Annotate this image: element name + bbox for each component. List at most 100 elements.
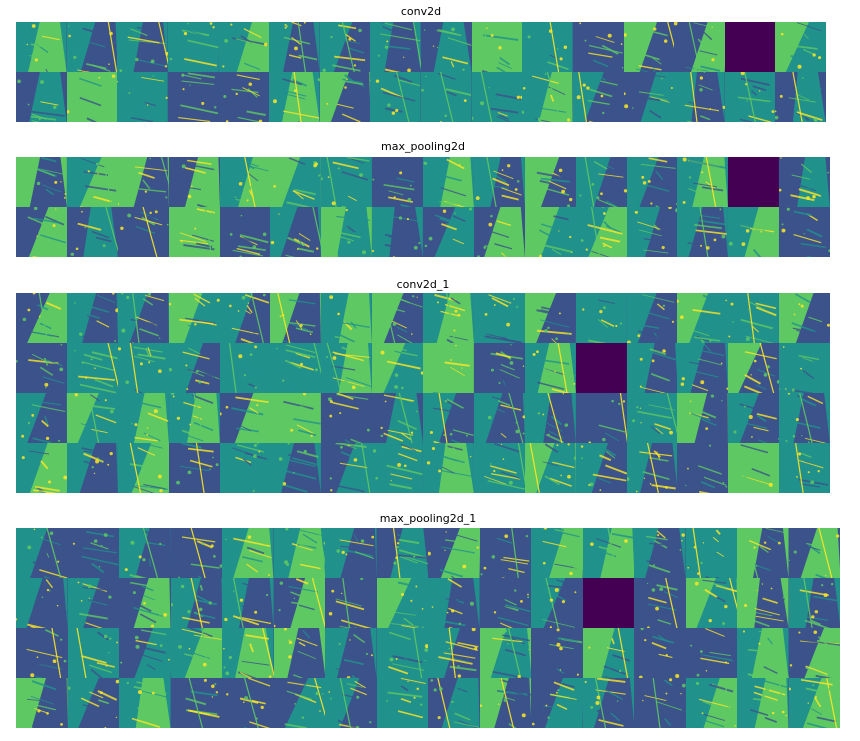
feature-map-cell xyxy=(273,678,325,728)
feature-map-cell xyxy=(219,157,271,207)
feature-map-cell xyxy=(421,22,472,72)
feature-map-cell xyxy=(376,628,428,678)
feature-map-cell xyxy=(222,528,274,578)
feature-map-cell xyxy=(779,157,830,207)
feature-map-cell xyxy=(626,207,678,257)
feature-map-cell xyxy=(273,628,325,678)
feature-map-cell xyxy=(582,678,634,728)
feature-map-cell xyxy=(575,393,627,443)
feature-map-cell xyxy=(319,72,371,122)
feature-map-cell xyxy=(370,72,421,122)
feature-map-cell xyxy=(531,528,583,578)
feature-map-cell xyxy=(473,207,525,257)
feature-map-cell xyxy=(788,678,840,728)
feature-map-cell xyxy=(582,628,634,678)
feature-map-cell xyxy=(117,343,169,393)
feature-map-cell xyxy=(321,157,373,207)
feature-map-cell xyxy=(167,22,219,72)
feature-map-cell xyxy=(575,157,627,207)
feature-map-cell xyxy=(677,157,729,207)
feature-map-cell xyxy=(572,22,624,72)
feature-map-cell xyxy=(572,72,624,122)
feature-map-cell xyxy=(67,678,119,728)
panel-title-max-pooling2d-1: max_pooling2d_1 xyxy=(379,512,477,525)
feature-map-cell xyxy=(376,528,428,578)
feature-map-cell xyxy=(531,578,583,628)
feature-map-cell xyxy=(119,578,171,628)
feature-map-cell xyxy=(423,443,474,493)
feature-map-cell xyxy=(16,157,67,207)
feature-map-grid-conv2d xyxy=(16,22,826,122)
feature-map-cell xyxy=(524,343,576,393)
feature-map-cell xyxy=(170,678,222,728)
feature-map-cell xyxy=(524,157,576,207)
feature-map-cell xyxy=(479,678,531,728)
feature-map-cell xyxy=(117,207,169,257)
feature-map-grid-conv2d-1 xyxy=(16,293,830,493)
feature-map-cell xyxy=(273,528,325,578)
feature-map-cell xyxy=(270,207,322,257)
feature-map-cell xyxy=(66,393,118,443)
feature-map-cell xyxy=(728,207,780,257)
feature-map-cell xyxy=(473,157,525,207)
feature-map-cell xyxy=(117,22,168,72)
feature-map-cell xyxy=(325,628,377,678)
feature-map-cell xyxy=(117,443,169,493)
feature-map-cell xyxy=(321,207,373,257)
feature-map-cell xyxy=(634,628,686,678)
feature-map-cell xyxy=(16,443,67,493)
feature-map-cell xyxy=(575,443,627,493)
feature-map-cell xyxy=(685,528,737,578)
feature-map-cell xyxy=(473,293,525,343)
feature-map-cell xyxy=(634,578,686,628)
feature-map-cell xyxy=(582,528,634,578)
feature-map-cell xyxy=(170,528,222,578)
feature-map-cell xyxy=(372,207,423,257)
feature-map-cell xyxy=(775,22,826,72)
feature-map-cell xyxy=(423,293,474,343)
feature-map-cell xyxy=(623,22,675,72)
feature-map-cell xyxy=(168,293,220,343)
feature-map-cell xyxy=(575,293,627,343)
feature-map-cell xyxy=(167,72,219,122)
feature-map-cell xyxy=(471,22,523,72)
feature-map-cell xyxy=(788,528,840,578)
feature-map-cell xyxy=(117,293,169,343)
feature-map-cell xyxy=(479,628,531,678)
feature-map-cell xyxy=(737,628,789,678)
feature-map-cell xyxy=(270,157,322,207)
feature-map-cell xyxy=(16,393,67,443)
feature-map-cell xyxy=(788,628,840,678)
feature-map-cell xyxy=(321,393,373,443)
feature-map-cell xyxy=(677,343,729,393)
feature-map-cell xyxy=(423,207,474,257)
feature-map-cell xyxy=(473,393,525,443)
feature-map-cell xyxy=(16,678,68,728)
feature-map-cell xyxy=(16,22,67,72)
feature-map-cell xyxy=(737,678,789,728)
feature-map-cell xyxy=(219,393,271,443)
feature-map-cell xyxy=(119,628,171,678)
feature-map-cell xyxy=(16,207,67,257)
feature-map-cell xyxy=(423,343,474,393)
feature-map-cell xyxy=(218,72,270,122)
feature-map-cell xyxy=(779,293,830,343)
feature-map-cell xyxy=(168,207,220,257)
feature-map-cell xyxy=(66,293,118,343)
feature-map-cell xyxy=(421,72,472,122)
feature-map-cell xyxy=(325,528,377,578)
panel-title-conv2d-1: conv2d_1 xyxy=(396,278,450,291)
feature-map-cell xyxy=(685,628,737,678)
feature-map-cell xyxy=(16,343,67,393)
feature-map-cell xyxy=(270,343,322,393)
feature-map-cell xyxy=(685,578,737,628)
feature-map-cell xyxy=(16,72,67,122)
feature-map-cell xyxy=(524,207,576,257)
feature-map-cell xyxy=(117,393,169,443)
feature-map-cell xyxy=(376,578,428,628)
feature-map-cell xyxy=(66,443,118,493)
feature-map-cell xyxy=(575,343,627,393)
feature-map-cell xyxy=(677,443,729,493)
feature-map-cell xyxy=(119,528,171,578)
feature-map-cell xyxy=(728,343,780,393)
